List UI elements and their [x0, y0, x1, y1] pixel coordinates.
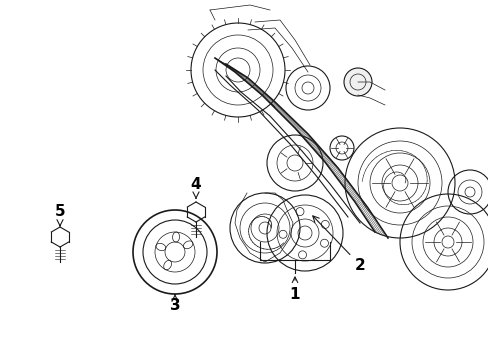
Text: 5: 5	[55, 204, 65, 226]
Text: 3: 3	[169, 294, 180, 312]
Circle shape	[343, 68, 371, 96]
Text: 4: 4	[190, 177, 201, 198]
Text: 2: 2	[312, 216, 365, 273]
Text: 1: 1	[289, 287, 300, 302]
